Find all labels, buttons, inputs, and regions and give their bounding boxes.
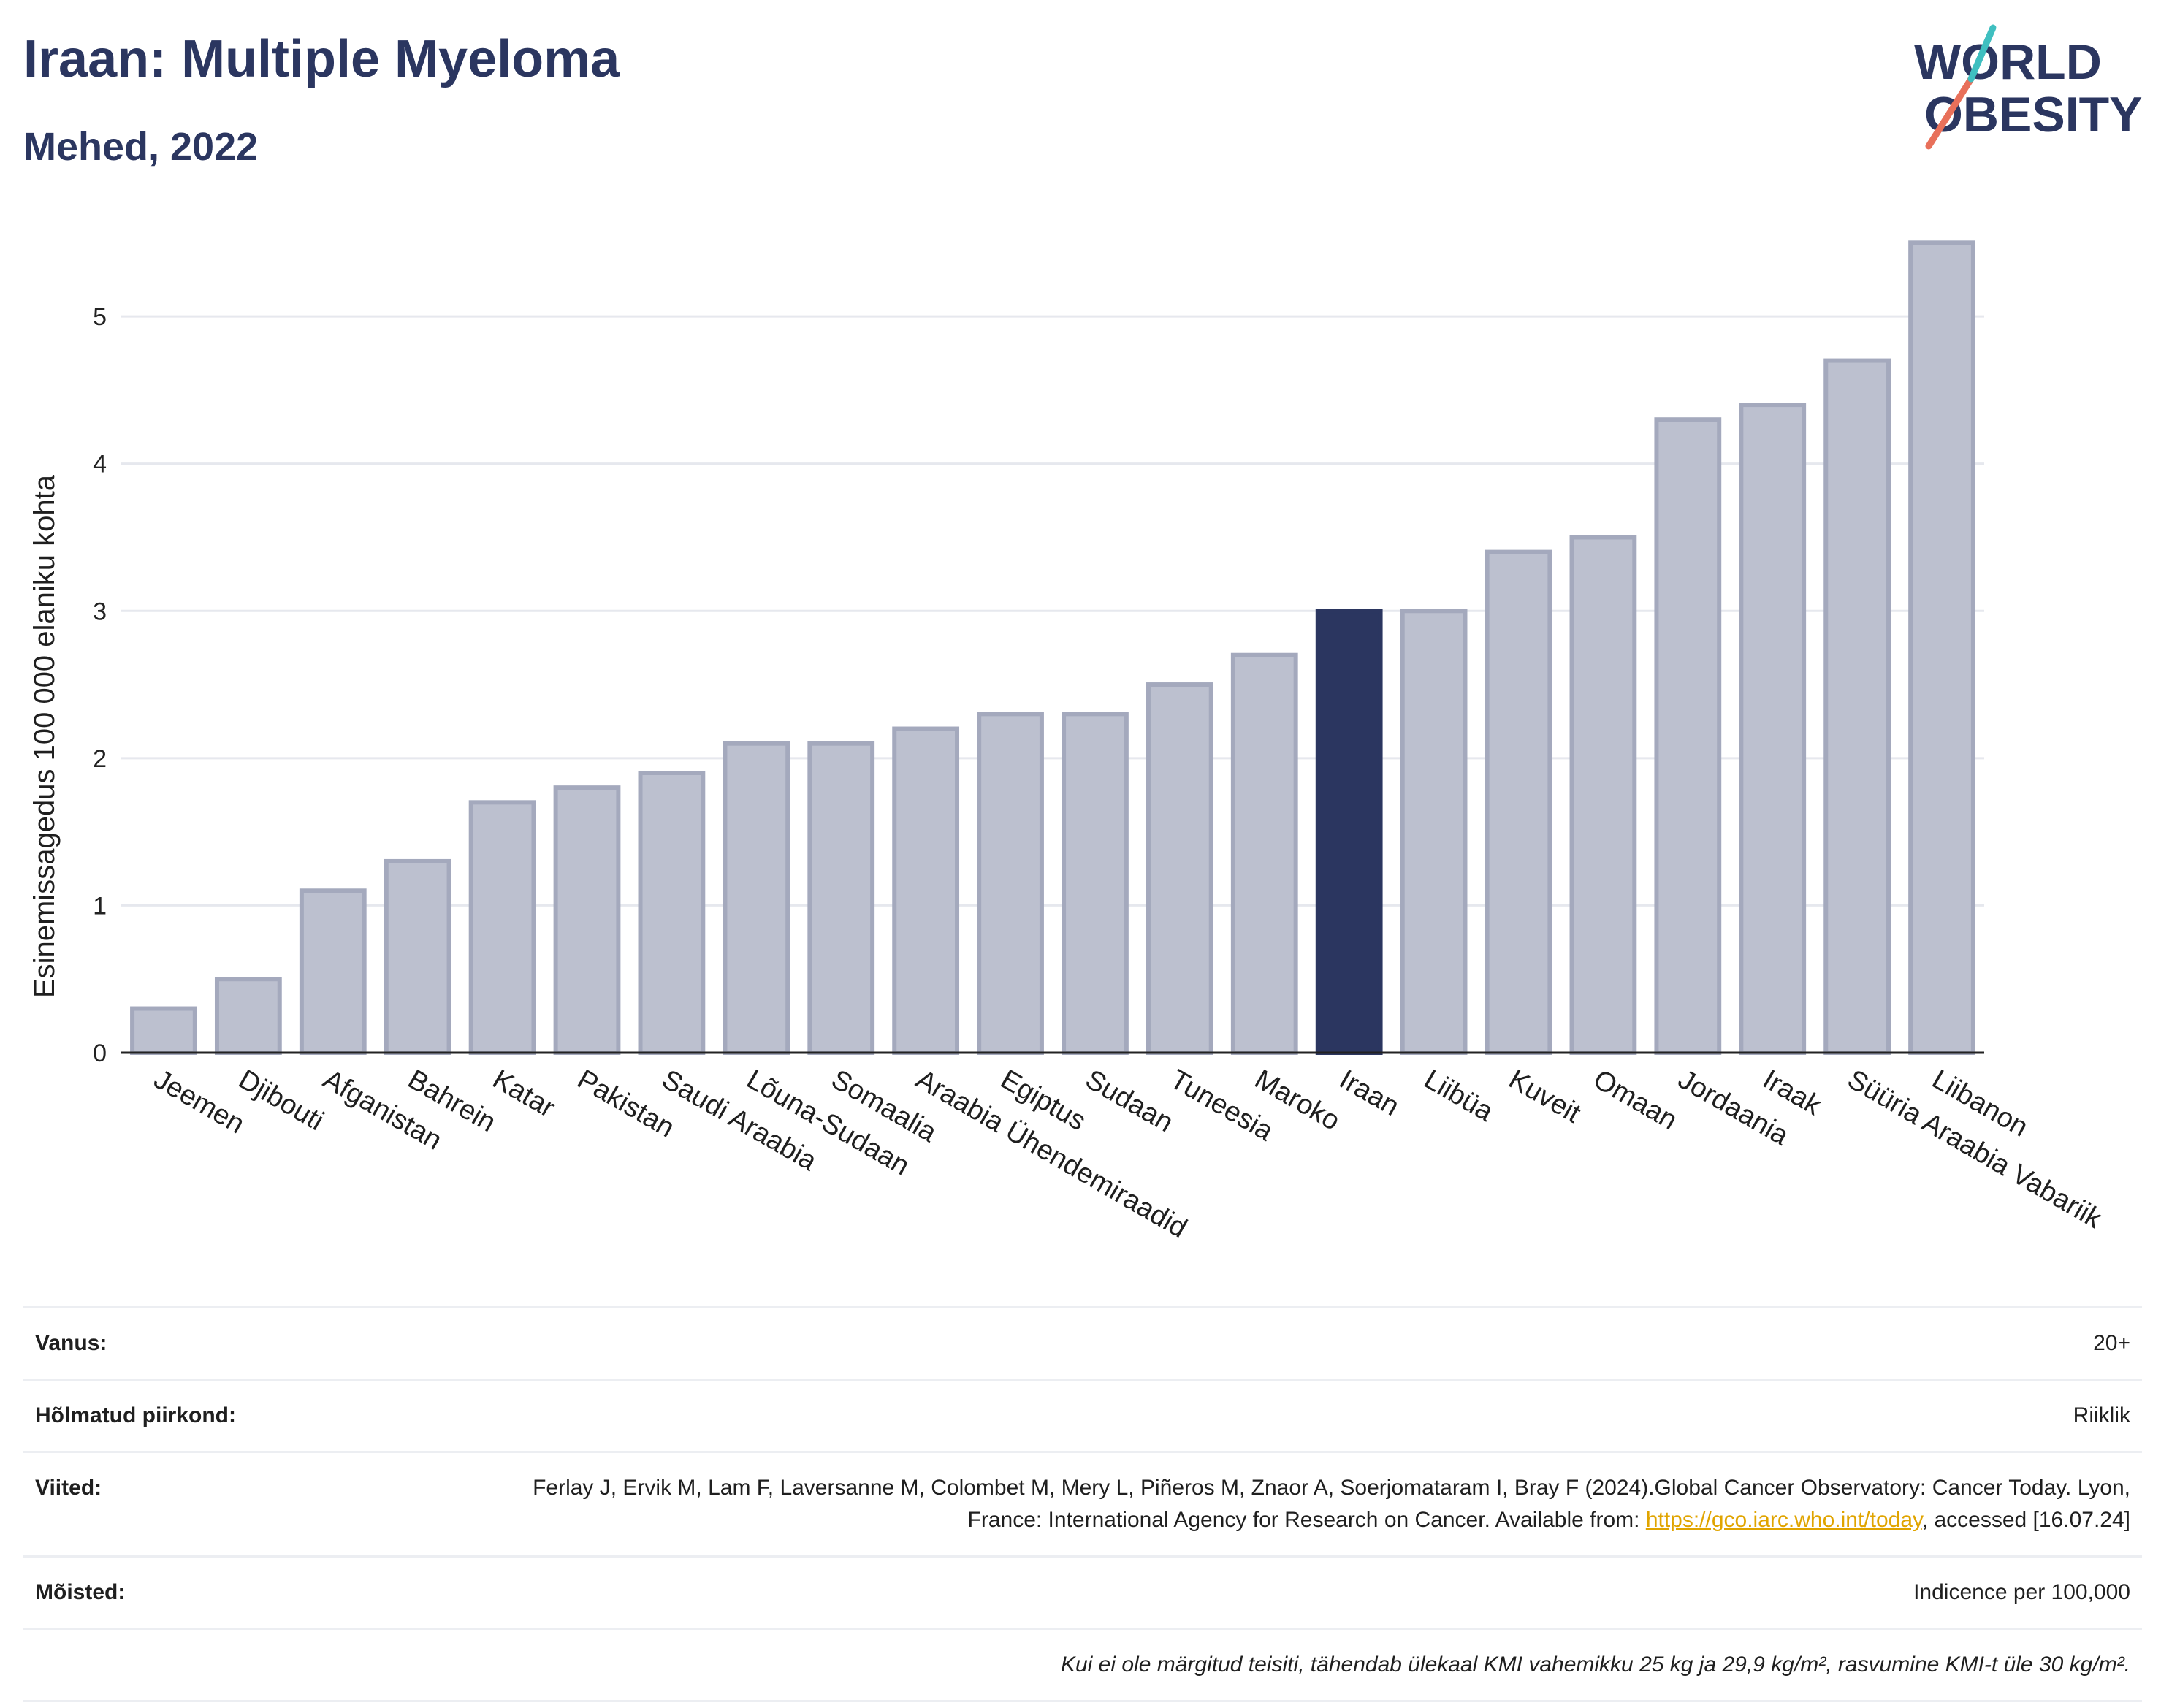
references-accessed: , accessed [16.07.24] [1921,1508,2130,1532]
bar-sudaan[interactable] [1062,712,1129,1055]
info-table: Vanus: 20+ Hõlmatud piirkond: Riiklik Vi… [23,1306,2142,1702]
world-obesity-logo: WORLD OBESITY [1914,24,2143,150]
footnote: Kui ei ole märgitud teisiti, tähendab ül… [23,1628,2142,1702]
y-axis-label: Esinemissagedus 100 000 elaniku kohta [28,474,61,998]
age-label: Vanus: [23,1306,485,1381]
info-row-definitions: Mõisted: Indicence per 100,000 [23,1555,2142,1630]
bar-egiptus[interactable] [977,712,1044,1055]
x-tick-label: Omaan [1588,1064,1682,1136]
references-value: Ferlay J, Ervik M, Lam F, Laversanne M, … [485,1451,2142,1558]
bar-pakistan[interactable] [553,785,621,1055]
definitions-label: Mõisted: [23,1555,485,1630]
logo-text-line1: WORLD [1914,34,2102,90]
x-tick-label: Sudaan [1080,1064,1178,1138]
page-title: Iraan: Multiple Myeloma [23,30,620,88]
bar-lõuna-sudaan[interactable] [723,741,790,1055]
bar-katar[interactable] [468,800,536,1055]
bar-liibüa[interactable] [1400,609,1468,1055]
y-tick-label: 5 [93,303,107,331]
y-tick-label: 3 [93,598,107,625]
x-tick-label: Djibouti [233,1064,329,1137]
bar-jordaania[interactable] [1654,417,1722,1055]
x-tick-label: Pakistan [572,1064,679,1143]
bar-süüria-araabia-vabariik[interactable] [1823,358,1891,1056]
bar-araabia-ühendemiraadid[interactable] [892,726,960,1055]
page-subtitle: Mehed, 2022 [23,125,259,169]
age-value: 20+ [485,1306,2142,1381]
region-value: Riiklik [485,1379,2142,1453]
bar-tuneesia[interactable] [1146,682,1213,1055]
bar-omaan[interactable] [1569,535,1637,1055]
logo-slash-upper [1967,24,1997,83]
y-tick-label: 0 [93,1040,107,1067]
info-row-age: Vanus: 20+ [23,1306,2142,1381]
bar-djibouti[interactable] [214,977,282,1056]
bar-iraak[interactable] [1739,403,1807,1055]
info-row-note: Kui ei ole märgitud teisiti, tähendab ül… [23,1628,2142,1702]
x-tick-label: Kuveit [1503,1064,1586,1129]
info-row-references: Viited: Ferlay J, Ervik M, Lam F, Lavers… [23,1451,2142,1558]
bar-jeemen[interactable] [130,1006,197,1056]
y-tick-label: 1 [93,892,107,920]
x-tick-label: Jeemen [148,1064,249,1140]
bar-afganistan[interactable] [299,888,367,1056]
y-tick-label: 2 [93,745,107,773]
bar-bahrein[interactable] [384,858,451,1056]
logo-slash-lower [1925,75,1975,150]
bar-kuveit[interactable] [1485,549,1552,1055]
bar-liibanon[interactable] [1908,240,1975,1055]
bar-somaalia[interactable] [807,741,875,1055]
x-tick-label: Iraan [1334,1064,1404,1122]
bar-maroko[interactable] [1230,652,1298,1055]
references-label: Viited: [23,1451,485,1558]
bar-iraan[interactable] [1315,609,1383,1055]
bar-saudi-araabia[interactable] [638,771,706,1055]
references-link[interactable]: https://gco.iarc.who.int/today [1645,1508,1922,1532]
region-label: Hõlmatud piirkond: [23,1379,485,1453]
x-tick-label: Liibüa [1419,1064,1499,1128]
references-text: Ferlay J, Ervik M, Lam F, Laversanne M, … [533,1476,2130,1532]
bars-layer [130,240,1975,1056]
definitions-value: Indicence per 100,000 [485,1555,2142,1630]
y-tick-label: 4 [93,451,107,479]
info-row-region: Hõlmatud piirkond: Riiklik [23,1379,2142,1453]
bar-chart: 012345JeemenDjiboutiAfganistanBahreinKat… [28,240,2108,1244]
